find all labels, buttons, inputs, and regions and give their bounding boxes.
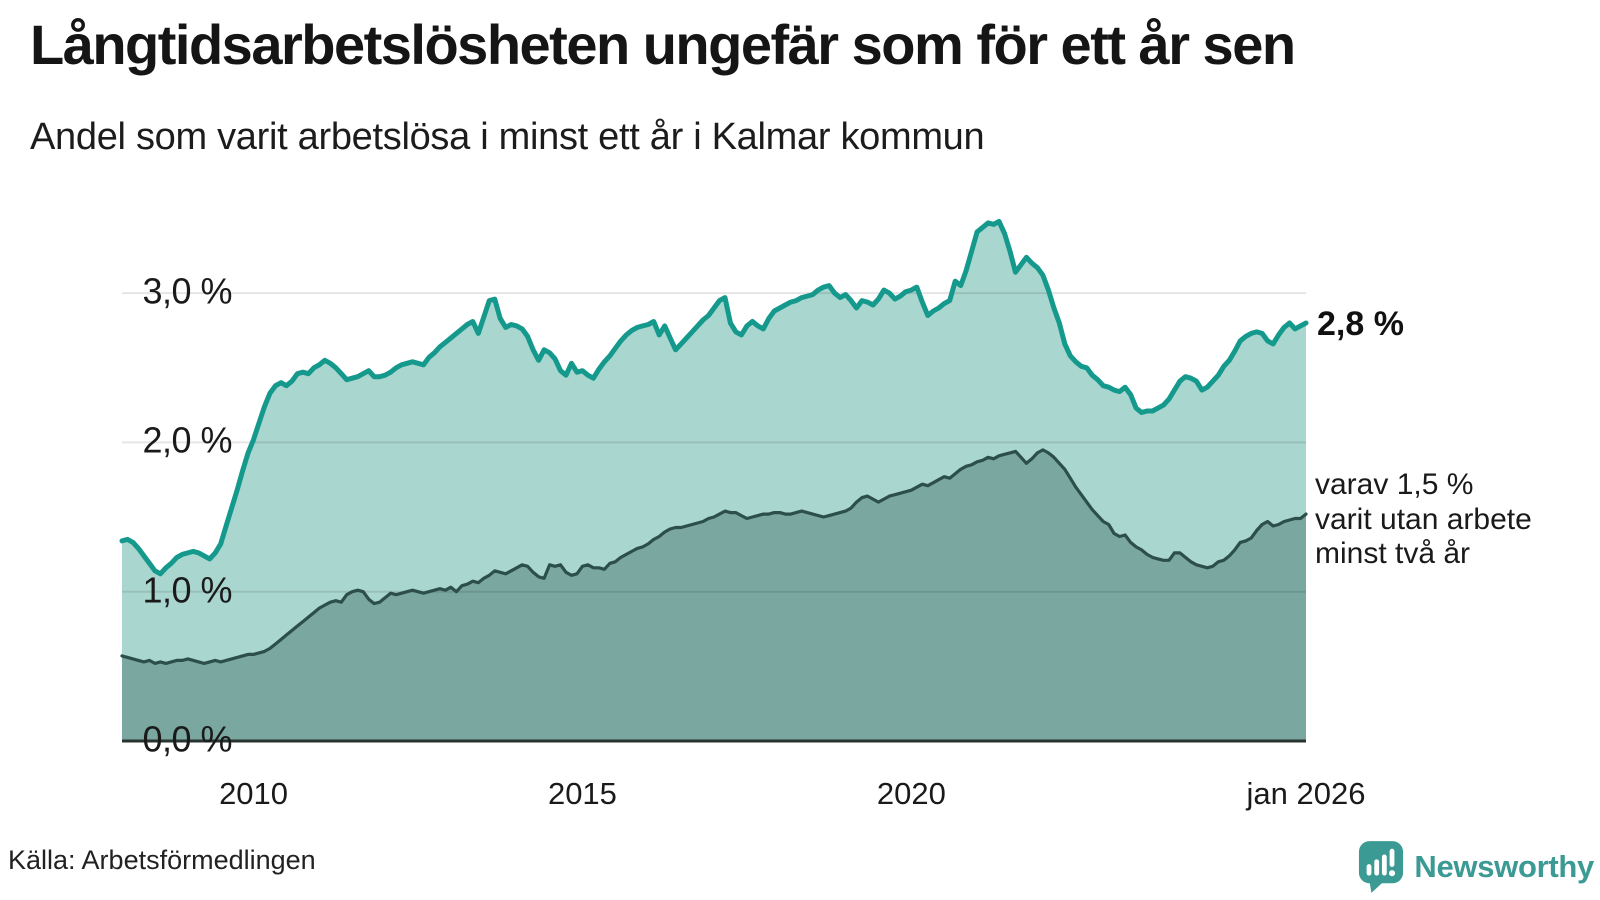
newsworthy-wordmark: Newsworthy bbox=[1414, 849, 1594, 884]
x-tick-label: 2020 bbox=[876, 776, 946, 811]
newsworthy-logo: Newsworthy bbox=[1358, 840, 1594, 894]
sub-series-annotation-line: varav 1,5 % bbox=[1315, 468, 1474, 501]
sub-series-line bbox=[120, 448, 1308, 665]
total-series-line bbox=[119, 218, 1309, 577]
sub-area-fill bbox=[122, 449, 1306, 741]
newsworthy-speech-bubble-chart-icon bbox=[1359, 841, 1404, 893]
latest-value-label: 2,8 % bbox=[1317, 305, 1404, 343]
sub-series-annotation-line: minst två år bbox=[1315, 537, 1471, 570]
source-credit: Källa: Arbetsförmedlingen bbox=[8, 845, 316, 875]
page-title: Långtidsarbetslösheten ungefär som för e… bbox=[30, 13, 1296, 76]
x-tick-label: 2015 bbox=[547, 776, 617, 811]
sub-series-annotation: varav 1,5 % varit utan arbete minst två … bbox=[1315, 468, 1532, 572]
x-tick-label: 2010 bbox=[219, 776, 289, 811]
y-tick-label-text: 3,0 % bbox=[142, 270, 232, 312]
page-subtitle: Andel som varit arbetslösa i minst ett å… bbox=[30, 116, 985, 158]
y-tick-label-text: 1,0 % bbox=[142, 569, 232, 611]
sub-series-annotation-line: varit utan arbete bbox=[1315, 502, 1532, 536]
y-tick-label-text: 0,0 % bbox=[142, 718, 232, 760]
x-tick-label: jan 2026 bbox=[1246, 776, 1366, 811]
y-tick-label-text: 2,0 % bbox=[142, 419, 232, 461]
